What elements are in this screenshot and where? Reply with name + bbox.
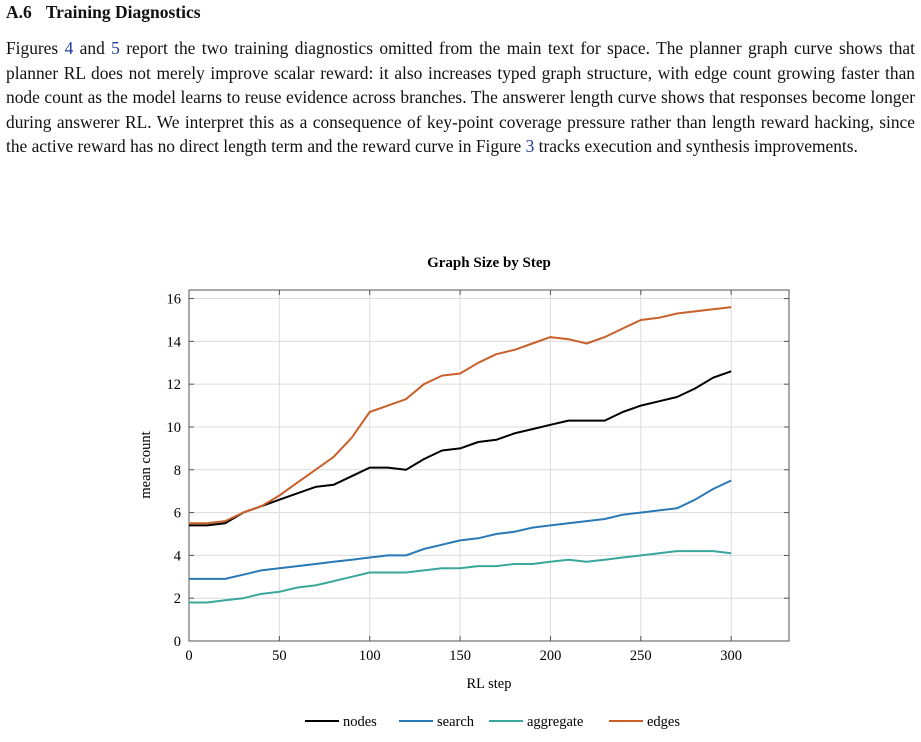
y-tick-label: 8 xyxy=(174,463,181,479)
plot-frame xyxy=(188,289,790,642)
paragraph-text: report the two training diagnostics omit… xyxy=(6,38,915,157)
y-tick-label: 12 xyxy=(167,377,182,393)
x-tick-label: 100 xyxy=(359,648,381,664)
y-tick-label: 16 xyxy=(167,292,182,308)
paragraph-text: and xyxy=(73,38,112,58)
series-line-nodes xyxy=(189,370,732,527)
y-tick-label: 2 xyxy=(174,591,181,607)
x-tick-label: 150 xyxy=(449,648,471,664)
x-axis-label: RL step xyxy=(467,676,512,692)
x-tick-label: 0 xyxy=(185,648,192,664)
legend-label-nodes: nodes xyxy=(343,714,377,730)
x-tick-label: 250 xyxy=(630,648,652,664)
y-tick-label: 10 xyxy=(167,420,182,436)
y-tick-label: 14 xyxy=(167,334,182,350)
y-tick-label: 0 xyxy=(174,634,181,650)
section-title: Training Diagnostics xyxy=(45,2,201,22)
y-tick-label: 6 xyxy=(174,506,181,522)
paragraph-text: tracks execution and synthesis improveme… xyxy=(534,136,858,157)
body-paragraph: Figures 4 and 5 report the two training … xyxy=(6,36,915,159)
chart-series xyxy=(189,306,732,604)
section-heading: A.6 Training Diagnostics xyxy=(6,2,201,23)
chart-grid xyxy=(188,290,789,642)
chart-title: Graph Size by Step xyxy=(427,255,551,271)
chart-ticks: 0 50 100 150 200 250 300 0 2 4 6 8 10 12 14 16 xyxy=(167,290,789,664)
figure-ref-link[interactable]: 4 xyxy=(64,38,74,58)
paragraph-text: Figures xyxy=(6,38,65,58)
figure-ref-link[interactable]: 5 xyxy=(111,38,120,58)
legend-label-aggregate: aggregate xyxy=(527,714,583,730)
section-number: A.6 xyxy=(6,2,32,22)
y-axis-label: mean count xyxy=(138,431,154,498)
series-line-aggregate xyxy=(189,550,732,604)
figure-ref-link[interactable]: 3 xyxy=(525,136,535,157)
x-tick-label: 300 xyxy=(720,648,742,664)
y-tick-label: 4 xyxy=(174,548,182,564)
chart-legend: nodes search aggregate edges xyxy=(305,714,680,730)
x-tick-label: 50 xyxy=(272,648,287,664)
legend-label-search: search xyxy=(437,714,475,730)
x-tick-label: 200 xyxy=(540,648,562,664)
legend-label-edges: edges xyxy=(647,714,680,730)
series-line-search xyxy=(189,479,732,580)
series-line-edges xyxy=(189,306,732,525)
